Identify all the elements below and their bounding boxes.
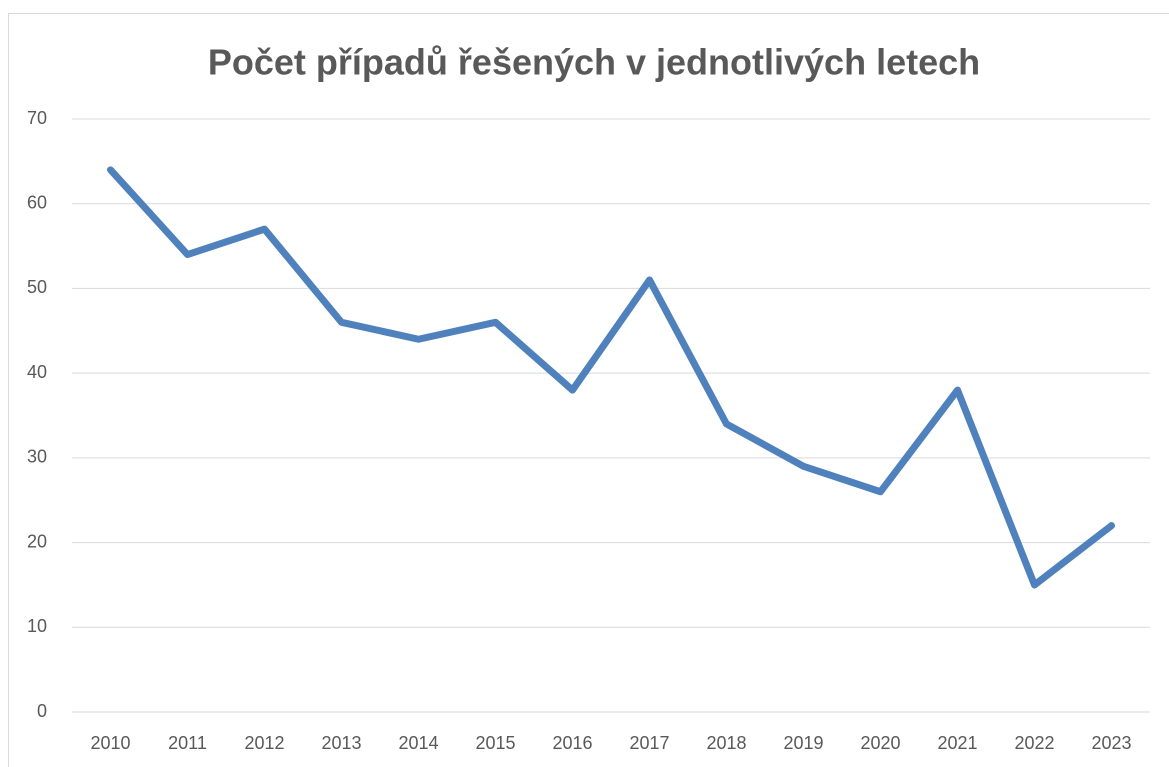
series-line bbox=[107, 166, 1115, 589]
y-tick-label: 40 bbox=[27, 362, 47, 382]
y-tick-label: 70 bbox=[27, 108, 47, 128]
y-tick-label: 0 bbox=[37, 701, 47, 721]
x-tick-label: 2015 bbox=[475, 733, 515, 753]
chart-border bbox=[8, 13, 1169, 767]
y-tick-label: 10 bbox=[27, 616, 47, 636]
y-tick-label: 20 bbox=[27, 531, 47, 551]
x-tick-label: 2023 bbox=[1091, 733, 1131, 753]
x-tick-label: 2011 bbox=[168, 733, 207, 753]
x-tick-label: 2012 bbox=[244, 733, 284, 753]
x-tick-label: 2019 bbox=[783, 733, 823, 753]
x-tick-label: 2022 bbox=[1014, 733, 1054, 753]
x-tick-label: 2010 bbox=[90, 733, 130, 753]
x-tick-label: 2020 bbox=[860, 733, 900, 753]
y-tick-label: 30 bbox=[27, 447, 47, 467]
x-tick-label: 2021 bbox=[937, 733, 977, 753]
x-tick-label: 2014 bbox=[398, 733, 438, 753]
chart-title: Počet případů řešených v jednotlivých le… bbox=[208, 42, 980, 83]
y-tick-label: 60 bbox=[27, 192, 47, 212]
x-tick-label: 2016 bbox=[552, 733, 592, 753]
y-tick-label: 50 bbox=[27, 277, 47, 297]
x-tick-label: 2018 bbox=[706, 733, 746, 753]
x-tick-label: 2013 bbox=[321, 733, 361, 753]
x-tick-label: 2017 bbox=[629, 733, 669, 753]
